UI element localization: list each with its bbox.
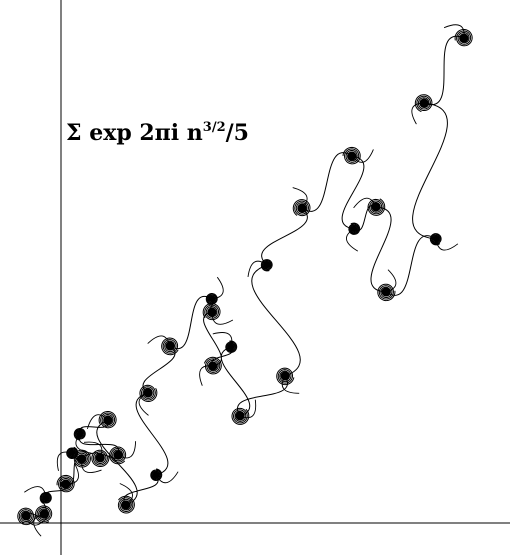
spiral-node bbox=[205, 293, 218, 306]
spiral-core bbox=[264, 262, 270, 268]
spiral-node bbox=[161, 337, 179, 356]
spiral-core bbox=[77, 431, 83, 437]
spiral-core bbox=[103, 415, 113, 425]
spiral-core bbox=[419, 98, 429, 108]
spiral-core bbox=[381, 287, 391, 297]
spiral-node bbox=[39, 491, 52, 504]
formula-title: Σ exp 2πi n3/2/5 bbox=[66, 121, 249, 144]
spiral-core bbox=[459, 33, 469, 43]
spiral-core bbox=[280, 371, 290, 381]
spiral-core bbox=[143, 388, 153, 398]
spiral-node bbox=[348, 222, 361, 235]
spiral-node bbox=[276, 367, 295, 386]
spiral-core bbox=[61, 479, 71, 489]
spiral-node bbox=[203, 356, 222, 375]
spiral-core bbox=[21, 511, 31, 521]
spiral-node bbox=[91, 449, 110, 468]
spiral-core bbox=[69, 450, 75, 456]
spiral-core bbox=[113, 450, 123, 460]
spiral-core bbox=[43, 495, 49, 501]
spiral-layer bbox=[17, 28, 473, 526]
spiral-node bbox=[35, 505, 53, 524]
spiral-node bbox=[231, 407, 250, 425]
spiral-core bbox=[165, 341, 175, 351]
spiral-core bbox=[228, 344, 234, 350]
spiral-core bbox=[95, 453, 105, 463]
spiral-core bbox=[209, 296, 215, 302]
connecting-curve bbox=[25, 35, 465, 518]
spiral-node bbox=[117, 495, 135, 514]
spiral-core bbox=[39, 509, 49, 519]
spiral-core bbox=[153, 472, 159, 478]
spiral-node bbox=[73, 449, 91, 468]
spiral-core bbox=[297, 203, 307, 213]
spiral-node bbox=[109, 446, 127, 465]
spiral-node bbox=[17, 507, 36, 526]
spiral-node bbox=[377, 283, 396, 302]
spiral-core bbox=[371, 202, 381, 212]
spiral-core bbox=[121, 500, 131, 510]
spiral-node bbox=[150, 468, 163, 481]
spiral-core bbox=[77, 454, 87, 464]
spiral-core bbox=[433, 236, 439, 242]
spiral-core bbox=[207, 307, 217, 317]
spiral-core bbox=[235, 411, 245, 421]
spiral-node bbox=[454, 28, 473, 47]
spiral-node bbox=[202, 303, 221, 321]
spiral-node bbox=[429, 233, 442, 246]
spiral-node bbox=[98, 410, 117, 429]
spiral-node bbox=[56, 474, 75, 493]
spiral-core bbox=[351, 226, 357, 232]
formula-exponent: 3/2 bbox=[202, 120, 226, 135]
spiral-node bbox=[66, 446, 79, 460]
formula-suffix: /5 bbox=[225, 120, 249, 146]
spiral-node bbox=[342, 146, 361, 165]
spiral-node bbox=[260, 259, 273, 272]
spiral-node bbox=[367, 198, 386, 216]
formula-main: Σ exp 2πi n bbox=[66, 120, 203, 146]
spiral-core bbox=[347, 151, 357, 161]
spiral-node bbox=[225, 340, 238, 353]
spiral-node bbox=[292, 199, 311, 217]
spiral-node bbox=[139, 384, 158, 402]
spiral-core bbox=[208, 361, 218, 371]
spiral-node bbox=[414, 94, 433, 113]
spiral-node bbox=[73, 427, 86, 441]
